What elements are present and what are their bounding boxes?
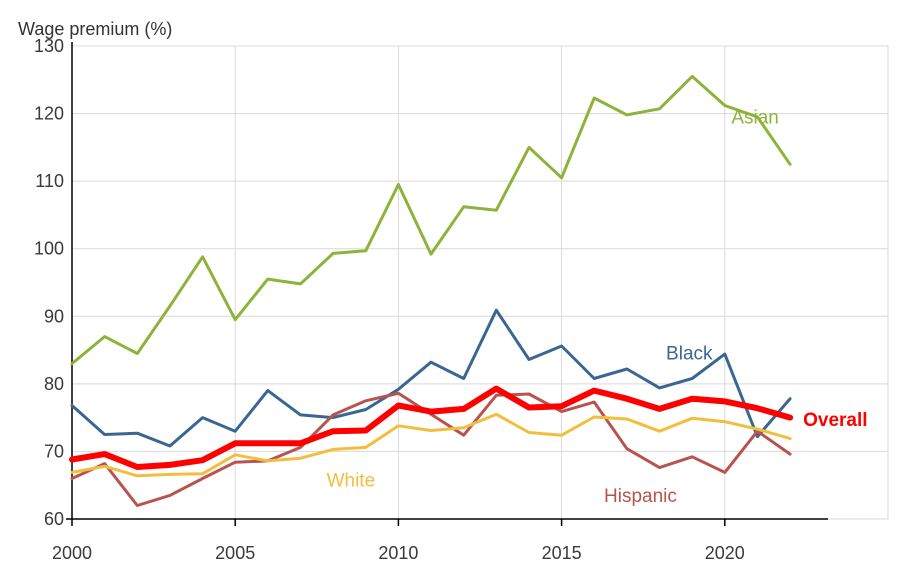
y-tick-label: 120: [34, 104, 64, 124]
y-tick-label: 110: [35, 171, 64, 191]
x-tick-label: 2000: [52, 543, 92, 563]
series-line-white: [70, 412, 792, 478]
y-axis-label: Wage premium (%): [18, 19, 172, 39]
series-label-overall: Overall: [803, 410, 867, 431]
series-line-asian: [70, 74, 792, 366]
series-lines: [69, 74, 794, 507]
y-tick-label: 80: [44, 374, 64, 394]
series-label-white: White: [327, 471, 376, 492]
y-tick-label: 100: [34, 239, 64, 259]
x-tick-label: 2005: [215, 543, 255, 563]
x-tick-label: 2020: [705, 543, 745, 563]
y-tick-label: 90: [44, 306, 64, 326]
series-line-overall: [69, 385, 794, 470]
y-tick-label: 70: [44, 441, 64, 461]
x-tick-label: 2010: [378, 543, 418, 563]
x-tick-label: 2015: [542, 543, 582, 563]
gridlines: [71, 45, 889, 520]
series-label-black: Black: [666, 344, 713, 365]
tick-labels: 60 70 80 90 100 110 120 130 2000 2005 2010 2015 2020: [34, 36, 745, 563]
series-line-black: [70, 308, 792, 448]
series-labels: Asian Black Overall White Hispanic: [327, 108, 868, 507]
series-label-asian: Asian: [731, 108, 779, 129]
y-tick-label: 60: [44, 509, 64, 529]
y-tick-label: 130: [34, 36, 64, 56]
axes: [66, 42, 828, 526]
series-label-hispanic: Hispanic: [604, 486, 677, 507]
